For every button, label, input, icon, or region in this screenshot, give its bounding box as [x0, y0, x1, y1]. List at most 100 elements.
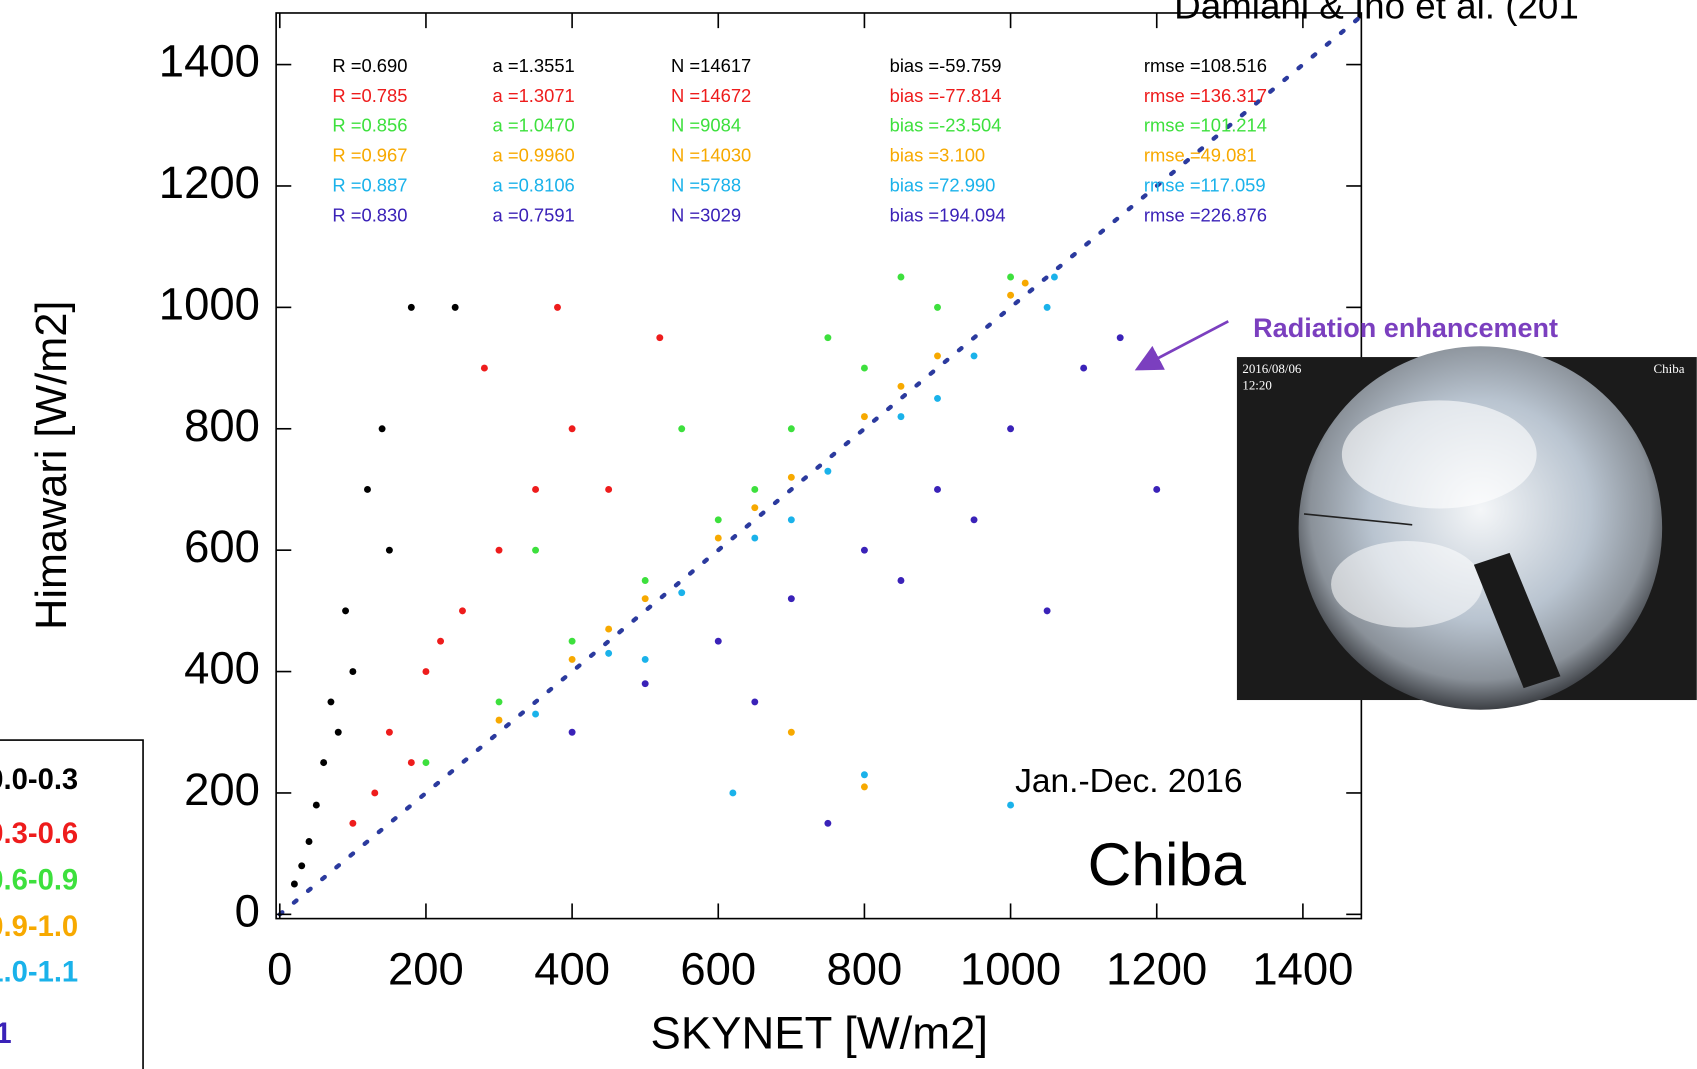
point: [860, 364, 868, 372]
point: [934, 394, 941, 402]
stat-text: rmse =49.081: [1144, 145, 1257, 166]
y-tick-label: 1000: [159, 278, 260, 329]
shadow-band: [1473, 552, 1561, 689]
stat-text: a =0.9960: [493, 145, 575, 166]
point: [605, 486, 613, 493]
point: [641, 655, 649, 663]
stat-text: R =0.856: [332, 115, 407, 136]
point: [371, 789, 379, 797]
point: [751, 698, 759, 706]
point: [787, 516, 795, 524]
point: [1021, 279, 1029, 287]
stat-text: rmse =101.214: [1144, 115, 1267, 136]
photo-time: 12:20: [1242, 377, 1272, 392]
x-tick-label: 1000: [960, 944, 1061, 995]
point: [860, 783, 868, 791]
photo-date: 2016/08/06: [1242, 361, 1302, 376]
legend-label: 0.0-0.3: [0, 764, 78, 796]
mast: [1303, 513, 1413, 526]
point: [349, 668, 357, 676]
stat-text: rmse =108.516: [1144, 55, 1267, 76]
point: [678, 589, 686, 597]
y-axis-title: Himawari [W/m2]: [28, 301, 76, 630]
point: [327, 698, 335, 706]
stat-text: N =14617: [671, 55, 751, 76]
point: [1007, 291, 1015, 299]
stat-text: rmse =117.059: [1144, 174, 1266, 195]
point: [532, 486, 540, 493]
legend-label: 1.0-1.1: [0, 957, 78, 989]
stat-text: rmse =136.317: [1144, 85, 1267, 106]
sky-photo: 2016/08/06 12:20 Chiba: [1236, 346, 1697, 710]
x-axis-title: SKYNET [W/m2]: [651, 1008, 988, 1059]
point: [385, 546, 393, 554]
point: [298, 862, 306, 870]
point: [860, 413, 868, 421]
point: [320, 759, 328, 767]
stat-text: a =1.0470: [493, 115, 575, 136]
point: [1080, 364, 1088, 372]
point: [787, 728, 795, 736]
point: [897, 413, 905, 421]
stat-text: N =5788: [671, 174, 741, 195]
stat-text: N =14030: [671, 145, 751, 166]
point: [1007, 801, 1015, 809]
y-tick-label: 400: [184, 643, 260, 694]
point: [751, 534, 759, 542]
point: [568, 655, 576, 663]
point: [656, 334, 664, 342]
point: [970, 516, 978, 524]
point: [824, 334, 832, 342]
point: [897, 273, 905, 281]
point: [824, 819, 832, 827]
point: [495, 716, 503, 724]
stat-text: bias =-23.504: [890, 115, 1002, 136]
one-to-one-line: [277, 13, 1364, 917]
point: [641, 680, 649, 688]
point: [495, 546, 503, 554]
sky-dome: [1298, 346, 1663, 710]
stat-text: a =0.7591: [493, 204, 575, 225]
point: [678, 425, 686, 433]
point: [751, 486, 759, 493]
cloud: [1341, 400, 1537, 509]
point: [787, 473, 795, 481]
point: [532, 546, 540, 554]
stat-text: a =1.3071: [493, 85, 575, 106]
point: [1007, 273, 1015, 281]
legend-label: 0.3-0.6: [0, 818, 78, 850]
y-tick-label: 0: [235, 885, 260, 936]
stat-text: a =0.8106: [493, 174, 575, 195]
period-label: Jan.-Dec. 2016: [1015, 763, 1242, 800]
annotation: Radiation enhancement: [1253, 313, 1558, 343]
stat-text: a =1.3551: [493, 55, 575, 76]
x-tick-label: 0: [267, 944, 292, 995]
point: [605, 649, 613, 657]
point: [934, 486, 941, 493]
x-tick-label: 1200: [1106, 944, 1207, 995]
point: [407, 759, 415, 767]
x-tick-label: 200: [388, 944, 464, 995]
x-tick-label: 800: [827, 944, 903, 995]
stat-text: bias =-59.759: [890, 55, 1002, 76]
stat-text: bias =3.100: [890, 145, 986, 166]
stat-text: bias =-77.814: [890, 85, 1002, 106]
point: [824, 467, 832, 475]
point: [349, 819, 357, 827]
point: [378, 425, 386, 433]
point: [1153, 486, 1161, 493]
point: [1050, 273, 1058, 281]
y-tick-label: 600: [184, 521, 260, 572]
point: [1116, 334, 1124, 342]
point: [459, 607, 466, 615]
point: [305, 838, 313, 845]
y-tick-label: 200: [184, 764, 260, 815]
legend-label: 0.9-1.0: [0, 911, 78, 943]
y-tick-label: 1400: [159, 36, 260, 87]
stat-text: R =0.887: [332, 174, 407, 195]
point: [364, 486, 371, 493]
stat-text: R =0.690: [332, 55, 407, 76]
point: [1043, 607, 1051, 615]
point: [451, 303, 459, 311]
stat-text: R =0.830: [332, 204, 407, 225]
